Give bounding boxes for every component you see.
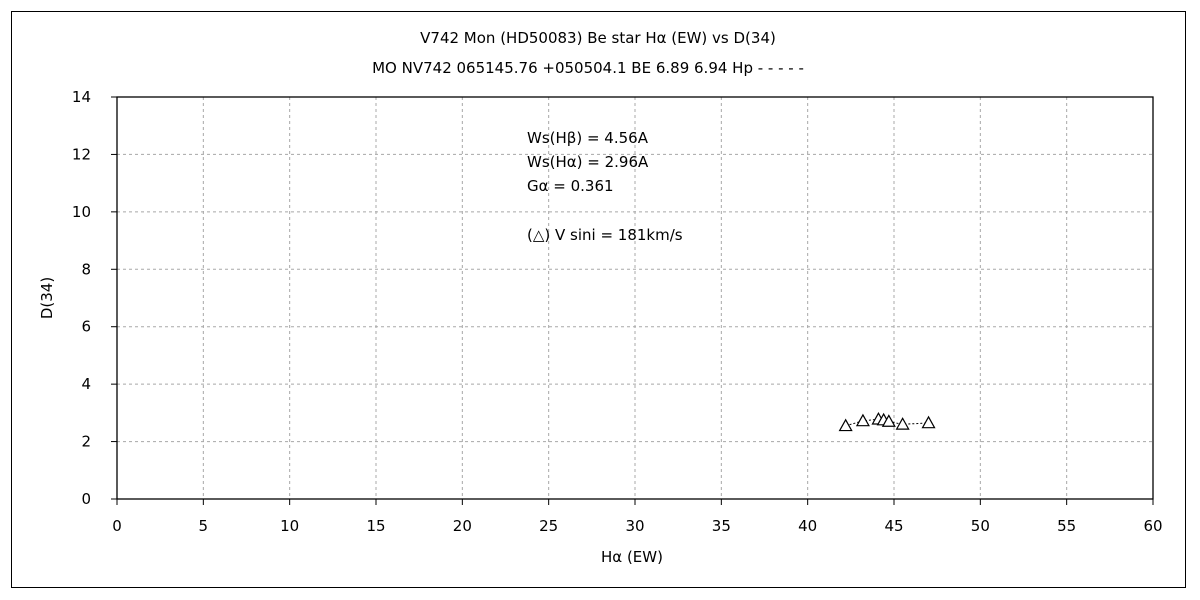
x-tick-label: 45 <box>884 517 903 535</box>
x-tick-labels: 0 5 10 15 20 25 30 35 40 45 50 55 60 <box>112 517 1162 535</box>
chart-subtitle: MO NV742 065145.76 +050504.1 BE 6.89 6.9… <box>372 59 804 77</box>
x-tick-label: 15 <box>366 517 385 535</box>
series-layer <box>838 411 936 432</box>
chart-title: V742 Mon (HD50083) Be star Hα (EW) vs D(… <box>420 29 776 47</box>
y-tick-label: 2 <box>81 433 91 451</box>
x-axis-label: Hα (EW) <box>601 548 663 566</box>
y-tick-label: 0 <box>81 490 91 508</box>
x-tick-label: 35 <box>712 517 731 535</box>
annotation-g-alpha: Gα = 0.361 <box>527 177 614 195</box>
x-tick-label: 30 <box>625 517 644 535</box>
axes-layer <box>111 96 1154 505</box>
y-tick-label: 6 <box>81 318 91 336</box>
annotation-block: Ws(Hβ) = 4.56A Ws(Hα) = 2.96A Gα = 0.361… <box>527 129 683 244</box>
data-point-triangle <box>895 417 910 430</box>
x-tick-label: 25 <box>539 517 558 535</box>
y-tick-label: 10 <box>72 203 91 221</box>
annotation-ws-hbeta: Ws(Hβ) = 4.56A <box>527 129 649 147</box>
x-tick-label: 5 <box>199 517 209 535</box>
x-tick-label: 10 <box>280 517 299 535</box>
data-point-triangle <box>881 414 896 427</box>
x-tick-label: 40 <box>798 517 817 535</box>
annotation-ws-halpha: Ws(Hα) = 2.96A <box>527 153 649 171</box>
y-tick-labels: 0 2 4 6 8 10 12 14 <box>72 88 91 508</box>
y-axis-label: D(34) <box>38 277 56 319</box>
x-tick-label: 55 <box>1057 517 1076 535</box>
x-tick-label: 50 <box>971 517 990 535</box>
chart-frame <box>11 11 1186 588</box>
y-tick-label: 12 <box>72 145 91 163</box>
y-tick-label: 14 <box>72 88 91 106</box>
data-point-triangle <box>921 415 936 429</box>
y-tick-label: 4 <box>81 375 91 393</box>
x-tick-label: 20 <box>453 517 472 535</box>
grid-layer <box>117 96 1154 499</box>
y-tick-label: 8 <box>81 260 91 278</box>
x-tick-label: 0 <box>112 517 122 535</box>
data-point-triangle <box>838 418 853 432</box>
x-tick-label: 60 <box>1143 517 1162 535</box>
data-point-triangle <box>855 413 870 427</box>
annotation-vsini: (△) V sini = 181km/s <box>527 226 683 244</box>
